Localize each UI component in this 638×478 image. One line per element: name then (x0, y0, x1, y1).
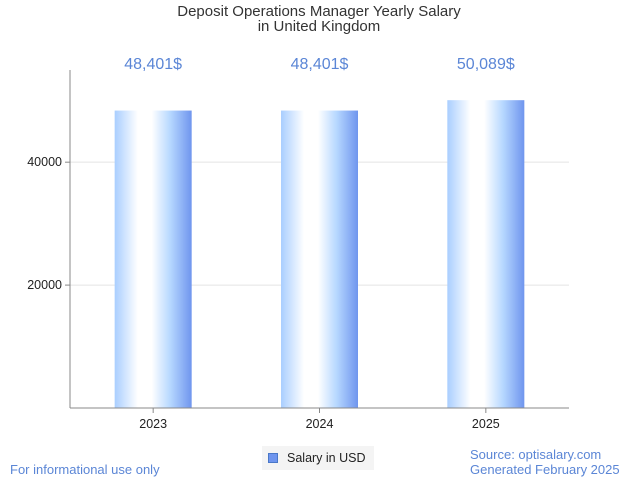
data-label: 48,401$ (124, 56, 182, 73)
bar-2025[interactable] (447, 100, 525, 408)
legend-swatch (268, 453, 278, 463)
x-tick-label: 2025 (472, 417, 500, 431)
legend[interactable]: Salary in USD (262, 446, 374, 470)
chart-title-line-2: in United Kingdom (257, 18, 381, 35)
source-info: Source: optisalary.com Generated Februar… (470, 447, 620, 477)
y-tick-label: 40000 (27, 155, 62, 169)
chart-title: Deposit Operations Manager Yearly Salary… (0, 4, 638, 34)
labels: 20000 40000 2023 48,401$ 2024 48,401$ 2025 50,0… (27, 56, 515, 431)
chart-title-line-1: Deposit Operations Manager Yearly Salary (177, 3, 461, 20)
bars (114, 100, 525, 408)
legend-label: Salary in USD (287, 451, 366, 465)
data-label: 50,089$ (457, 56, 515, 73)
axes (65, 70, 569, 413)
y-tick-label: 20000 (27, 278, 62, 292)
source-text: Source: optisalary.com (470, 447, 602, 462)
x-tick-label: 2024 (306, 417, 334, 431)
x-tick-label: 2023 (139, 417, 167, 431)
bar-2024[interactable] (281, 110, 358, 408)
data-label: 48,401$ (291, 56, 349, 73)
bar-2023[interactable] (114, 110, 192, 408)
generated-date: Generated February 2025 (470, 462, 620, 477)
disclaimer-note: For informational use only (10, 462, 160, 477)
